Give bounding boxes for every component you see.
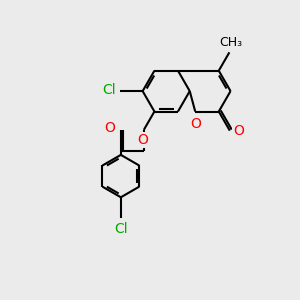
Text: O: O xyxy=(233,124,244,138)
Text: O: O xyxy=(105,122,116,135)
Text: Cl: Cl xyxy=(103,82,116,97)
Text: CH₃: CH₃ xyxy=(219,36,242,49)
Text: Cl: Cl xyxy=(114,222,128,236)
Text: O: O xyxy=(137,133,148,147)
Text: O: O xyxy=(190,117,201,131)
